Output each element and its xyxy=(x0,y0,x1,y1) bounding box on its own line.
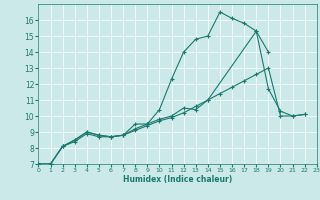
X-axis label: Humidex (Indice chaleur): Humidex (Indice chaleur) xyxy=(123,175,232,184)
